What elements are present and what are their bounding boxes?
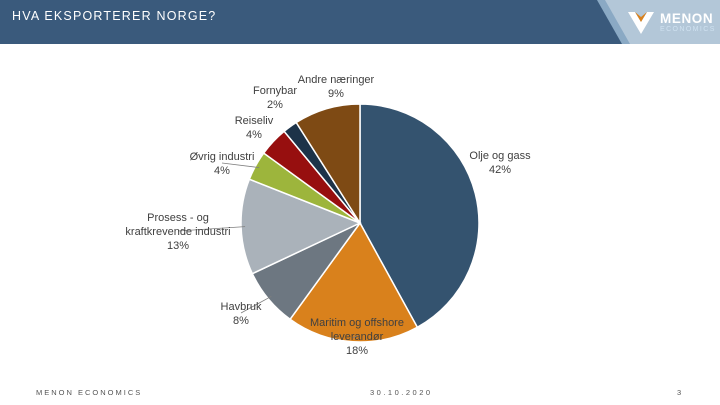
footer-company: MENON ECONOMICS (36, 388, 143, 397)
menon-logo-icon (628, 12, 654, 34)
leader-line (221, 162, 260, 168)
footer-date: 30.10.2020 (370, 388, 433, 397)
pie-slice (359, 103, 480, 329)
menon-logo: MENON ECONOMICS (626, 8, 716, 38)
slice-label: Fornybar 2% (253, 85, 297, 111)
slice-label: Andre næringer 9% (298, 74, 375, 100)
slice-label: Olje og gass 42% (469, 150, 531, 176)
logo-text: MENON (660, 11, 714, 26)
page-title: HVA EKSPORTERER NORGE? (12, 9, 217, 23)
leader-line (177, 226, 246, 232)
slice-label: Øvrig industri 4% (190, 151, 255, 177)
pie-slice (295, 103, 361, 226)
slice-label: Maritim og offshore leverandør 18% (310, 317, 404, 357)
leader-line (240, 295, 272, 314)
slice-label: Reiseliv 4% (235, 115, 274, 141)
header-background (0, 0, 720, 44)
header-bar: HVA EKSPORTERER NORGE? MENON ECONOMICS (0, 0, 720, 44)
pie-slice (289, 221, 419, 343)
footer-page-number: 3 (677, 388, 682, 397)
slice-label: Havbruk 8% (221, 301, 262, 327)
logo-subtext: ECONOMICS (660, 26, 716, 33)
leader-line (352, 335, 358, 339)
slice-label: Prosess - og kraftkrevende industri 13% (125, 212, 230, 252)
